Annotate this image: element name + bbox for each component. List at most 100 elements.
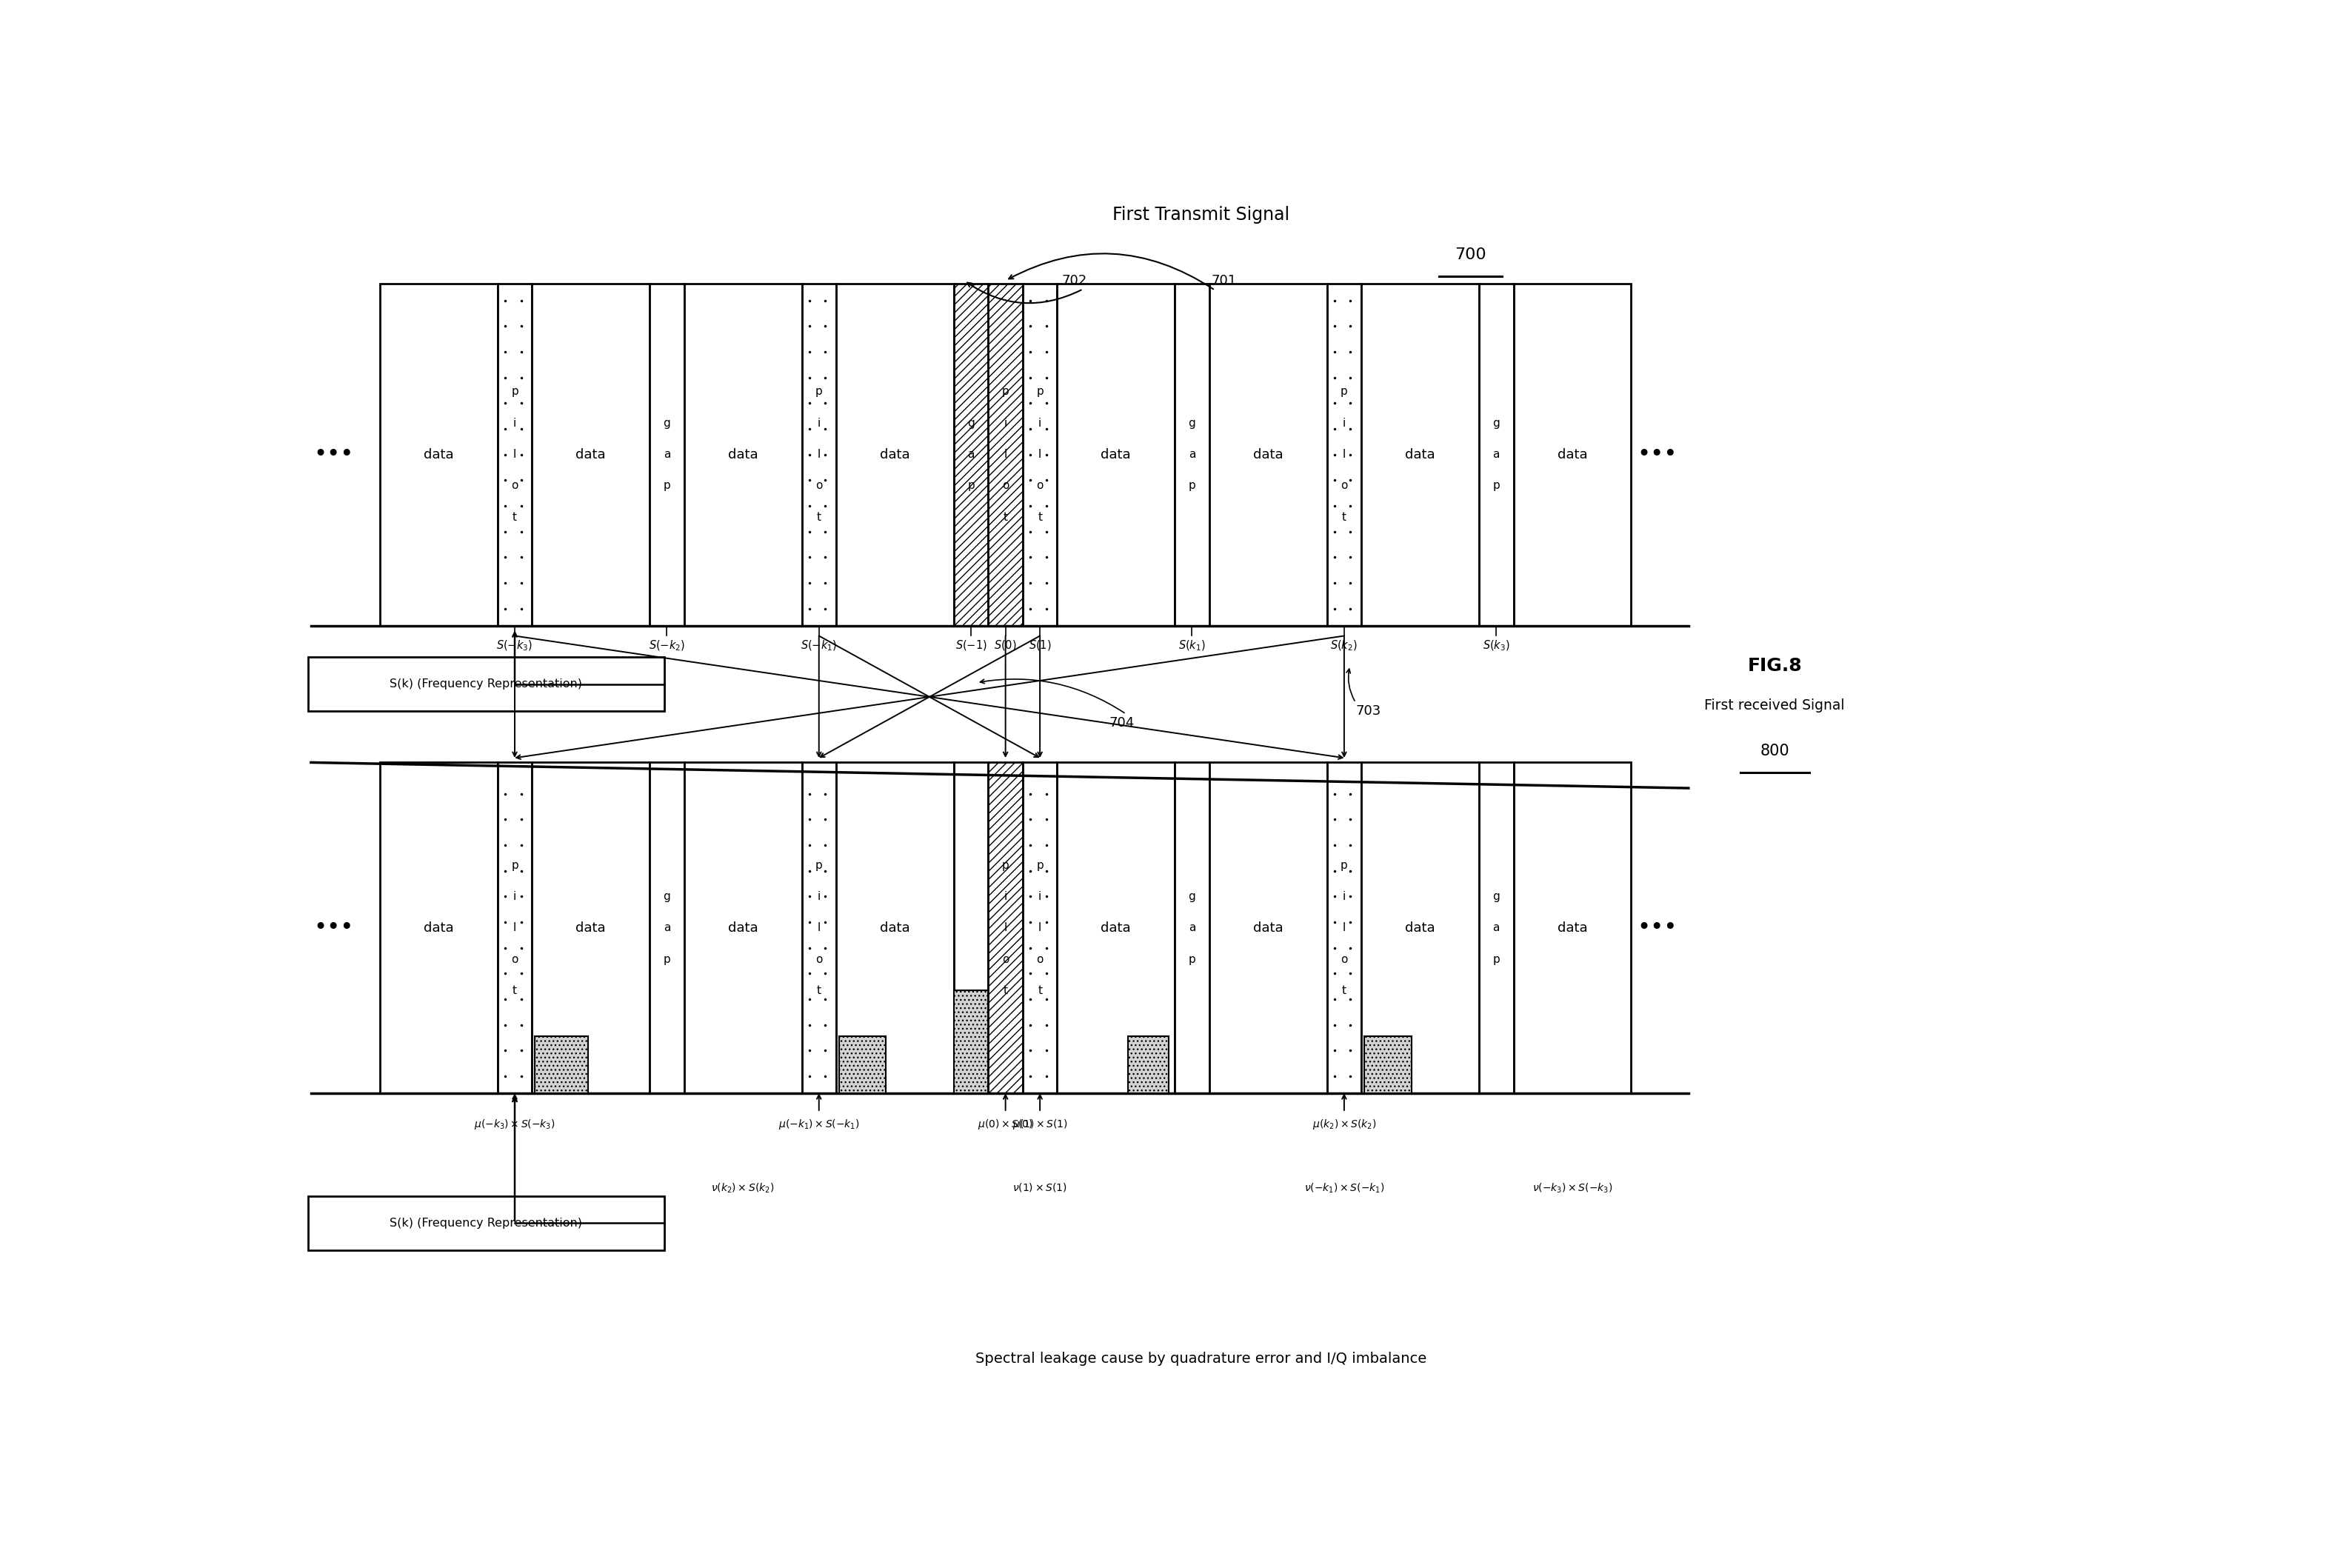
Text: data: data: [1405, 448, 1436, 461]
Text: data: data: [1558, 920, 1586, 935]
Text: o: o: [1001, 953, 1008, 964]
Bar: [531, 762, 649, 1093]
Bar: [1513, 284, 1631, 626]
Bar: [801, 762, 837, 1093]
Text: t: t: [1342, 985, 1347, 996]
Bar: [954, 284, 989, 626]
Text: i: i: [1003, 417, 1008, 428]
Text: p: p: [1001, 859, 1008, 870]
Text: data: data: [423, 920, 454, 935]
Text: l: l: [512, 922, 517, 933]
Text: a: a: [1492, 448, 1499, 459]
Text: $S(-k_1)$: $S(-k_1)$: [801, 638, 837, 652]
Text: First Transmit Signal: First Transmit Signal: [1112, 205, 1290, 224]
Text: p: p: [815, 859, 822, 870]
Bar: [1175, 284, 1210, 626]
Text: $S(-1)$: $S(-1)$: [954, 638, 987, 652]
Bar: [684, 762, 801, 1093]
Text: 700: 700: [1455, 248, 1485, 262]
Text: a: a: [663, 922, 670, 933]
Text: o: o: [815, 953, 822, 964]
Text: p: p: [1036, 859, 1043, 870]
Text: data: data: [879, 448, 909, 461]
Text: g: g: [1189, 891, 1196, 902]
Text: o: o: [512, 480, 519, 491]
Text: i: i: [1342, 891, 1347, 902]
Bar: [1361, 284, 1478, 626]
Text: l: l: [1342, 922, 1347, 933]
Text: a: a: [968, 448, 975, 459]
Text: $S(1)$: $S(1)$: [1029, 638, 1050, 652]
Text: FIG.8: FIG.8: [1748, 657, 1802, 674]
Text: p: p: [1036, 386, 1043, 397]
Text: $S(k_3)$: $S(k_3)$: [1483, 638, 1511, 652]
Text: g: g: [1189, 417, 1196, 428]
Text: t: t: [512, 511, 517, 522]
Text: g: g: [663, 891, 670, 902]
Text: data: data: [1100, 448, 1130, 461]
Text: First received Signal: First received Signal: [1704, 698, 1845, 712]
Bar: [1210, 284, 1328, 626]
Text: l: l: [1342, 448, 1347, 459]
Bar: [1128, 1036, 1168, 1093]
Bar: [837, 762, 954, 1093]
Text: data: data: [879, 920, 909, 935]
Text: t: t: [1039, 985, 1041, 996]
Text: a: a: [1189, 448, 1196, 459]
Text: 704: 704: [1109, 717, 1135, 729]
Text: i: i: [512, 417, 517, 428]
Text: o: o: [1036, 953, 1043, 964]
Text: a: a: [663, 448, 670, 459]
Text: data: data: [1405, 920, 1436, 935]
Bar: [1513, 762, 1631, 1093]
Text: i: i: [1039, 891, 1041, 902]
Text: p: p: [1492, 480, 1499, 491]
Text: l: l: [1003, 448, 1008, 459]
Text: t: t: [1003, 985, 1008, 996]
Text: p: p: [663, 480, 670, 491]
Text: data: data: [576, 920, 606, 935]
Bar: [536, 1036, 588, 1093]
Text: o: o: [1339, 480, 1347, 491]
Text: data: data: [423, 448, 454, 461]
Text: p: p: [1189, 953, 1196, 964]
Text: •••: •••: [315, 444, 355, 466]
Text: i: i: [512, 891, 517, 902]
Bar: [1478, 762, 1513, 1093]
Bar: [649, 284, 684, 626]
Text: o: o: [1001, 480, 1008, 491]
Text: l: l: [1039, 448, 1041, 459]
Text: i: i: [818, 891, 820, 902]
Text: data: data: [1100, 920, 1130, 935]
Text: $\mu(-k_3)\times S(-k_3)$: $\mu(-k_3)\times S(-k_3)$: [475, 1118, 555, 1131]
Bar: [498, 284, 531, 626]
Text: S(k) (Frequency Representation): S(k) (Frequency Representation): [390, 1217, 583, 1229]
Text: data: data: [1253, 448, 1283, 461]
Text: a: a: [1492, 922, 1499, 933]
Text: t: t: [512, 985, 517, 996]
Text: t: t: [1003, 511, 1008, 522]
Text: i: i: [1039, 417, 1041, 428]
Text: $\nu(-k_3)\times S(-k_3)$: $\nu(-k_3)\times S(-k_3)$: [1532, 1182, 1612, 1195]
Text: $\mu(k_2)\times S(k_2)$: $\mu(k_2)\times S(k_2)$: [1311, 1118, 1377, 1131]
Bar: [1365, 1036, 1412, 1093]
Text: $\nu(-k_1)\times S(-k_1)$: $\nu(-k_1)\times S(-k_1)$: [1304, 1182, 1384, 1195]
Bar: [1058, 284, 1175, 626]
Text: p: p: [663, 953, 670, 964]
Text: o: o: [512, 953, 519, 964]
Bar: [1210, 762, 1328, 1093]
Text: p: p: [510, 859, 519, 870]
Text: p: p: [1189, 480, 1196, 491]
Text: g: g: [968, 417, 975, 428]
Text: g: g: [663, 417, 670, 428]
Text: data: data: [728, 448, 759, 461]
Text: •••: •••: [315, 917, 355, 939]
Bar: [308, 1196, 665, 1250]
Bar: [308, 657, 665, 712]
Text: g: g: [1492, 417, 1499, 428]
Text: •••: •••: [1638, 917, 1678, 939]
Text: $\mu(0)\times S(0)$: $\mu(0)\times S(0)$: [978, 1118, 1034, 1131]
Bar: [1478, 284, 1513, 626]
Bar: [989, 762, 1022, 1093]
Bar: [1328, 284, 1361, 626]
